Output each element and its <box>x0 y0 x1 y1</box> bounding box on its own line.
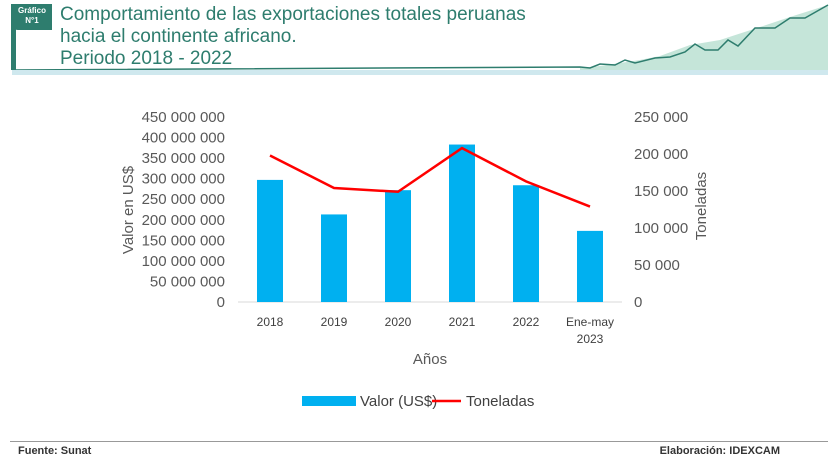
x-tick-label: Ene-may <box>566 315 614 329</box>
badge-number: N°1 <box>25 16 39 25</box>
x-tick-label: 2023 <box>577 332 604 346</box>
y2-tick-label: 150 000 <box>634 183 688 200</box>
x-tick-label: 2019 <box>321 315 348 329</box>
y-tick-label: 250 000 000 <box>142 191 225 208</box>
y-axis-title: Valor en US$ <box>120 165 137 254</box>
footer-divider <box>10 441 828 442</box>
chart-number-badge: Gráfico N°1 <box>12 4 52 30</box>
credit-note: Elaboración: IDEXCAM <box>659 445 780 457</box>
bar-2019 <box>321 214 347 302</box>
y2-tick-label: 200 000 <box>634 146 688 163</box>
y-tick-label: 0 <box>217 294 225 311</box>
legend-label-toneladas: Toneladas <box>466 393 534 410</box>
y2-axis-title: Toneladas <box>693 172 710 240</box>
header-accent-bar <box>11 4 16 70</box>
y-tick-label: 100 000 000 <box>142 253 225 270</box>
x-tick-label: 2021 <box>449 315 476 329</box>
x-tick-label: 2018 <box>257 315 284 329</box>
header-decoration <box>11 4 829 75</box>
y2-tick-label: 250 000 <box>634 109 688 126</box>
y-tick-label: 200 000 000 <box>142 212 225 229</box>
y2-tick-label: 0 <box>634 294 642 311</box>
y-tick-label: 450 000 000 <box>142 109 225 126</box>
bar-2020 <box>385 190 411 302</box>
legend-label-valor: Valor (US$) <box>360 393 437 410</box>
chart-title: Comportamiento de las exportaciones tota… <box>60 4 526 70</box>
y-tick-label: 150 000 000 <box>142 232 225 249</box>
bar-2021 <box>449 144 475 302</box>
legend-swatch-valor <box>302 396 356 406</box>
x-tick-label: 2022 <box>513 315 540 329</box>
y-tick-label: 400 000 000 <box>142 130 225 147</box>
source-note: Fuente: Sunat <box>18 445 92 457</box>
y2-tick-label: 100 000 <box>634 220 688 237</box>
bar-Ene-may-2023 <box>577 230 603 302</box>
bar-2022 <box>513 185 539 302</box>
y-tick-label: 300 000 000 <box>142 171 225 188</box>
bar-2018 <box>257 179 283 302</box>
y-tick-label: 350 000 000 <box>142 150 225 167</box>
chart: 0 50 000 000 100 000 000 150 000 000 200 000… <box>120 109 710 410</box>
title-line-2: hacia el continente africano. <box>60 26 297 47</box>
y-tick-label: 50 000 000 <box>150 273 225 290</box>
title-line-3: Periodo 2018 - 2022 <box>60 48 233 69</box>
title-line-1: Comportamiento de las exportaciones tota… <box>60 4 526 25</box>
x-axis-title: Años <box>413 351 447 368</box>
line-toneladas <box>269 146 591 208</box>
badge-label: Gráfico <box>17 6 46 15</box>
x-tick-label: 2020 <box>385 315 412 329</box>
y2-tick-label: 50 000 <box>634 257 680 274</box>
